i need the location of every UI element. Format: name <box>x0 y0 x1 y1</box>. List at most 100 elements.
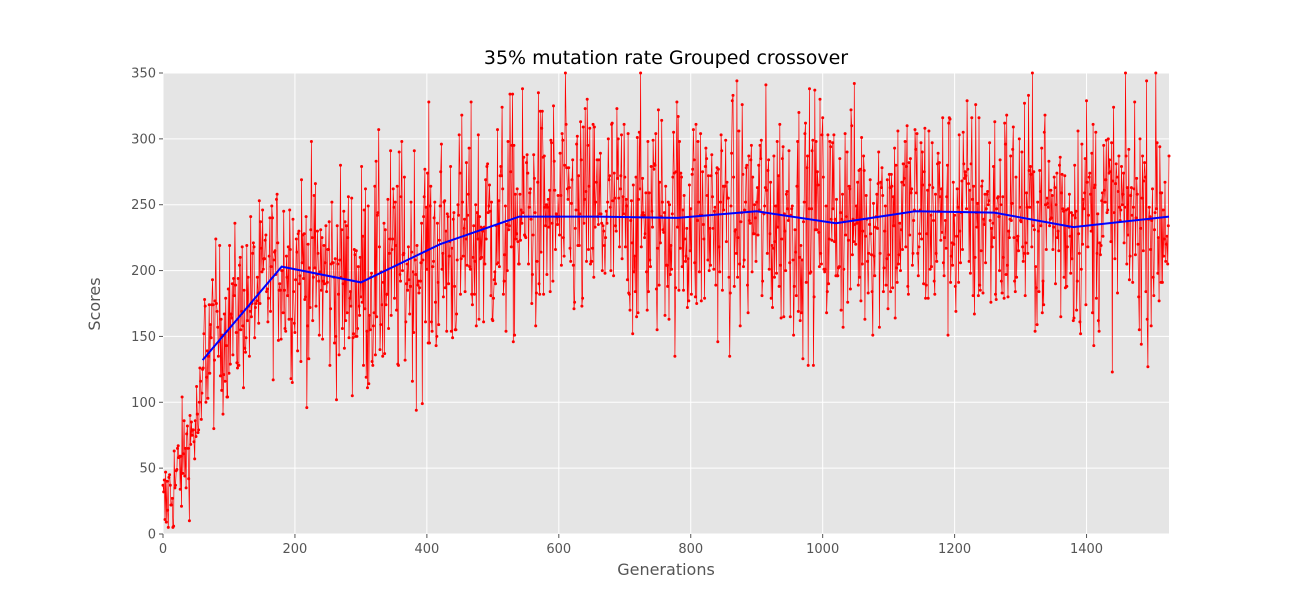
score-point <box>371 324 375 328</box>
score-point <box>1056 236 1059 240</box>
score-point <box>645 270 648 274</box>
score-point <box>873 274 877 278</box>
score-point <box>916 274 920 278</box>
score-point <box>859 299 863 303</box>
score-point <box>359 295 363 299</box>
score-point <box>1021 259 1025 263</box>
score-point <box>273 249 277 253</box>
score-point <box>726 196 730 200</box>
score-point <box>761 279 765 283</box>
score-point <box>344 224 348 228</box>
score-point <box>276 338 280 342</box>
score-point <box>858 275 862 279</box>
score-point <box>280 269 284 273</box>
score-point <box>309 228 313 232</box>
score-point <box>1120 203 1124 207</box>
score-point <box>402 175 406 179</box>
score-point <box>179 454 183 458</box>
score-point <box>1165 234 1169 238</box>
score-point <box>194 435 198 438</box>
score-point <box>162 478 166 482</box>
score-point <box>848 187 852 191</box>
score-point <box>666 200 670 204</box>
score-point <box>400 140 404 143</box>
score-point <box>944 246 948 250</box>
score-point <box>491 319 495 323</box>
score-point <box>397 150 401 154</box>
score-point <box>973 255 977 259</box>
score-point <box>1092 344 1096 348</box>
score-point <box>546 205 550 209</box>
score-point <box>238 263 241 267</box>
score-point <box>1077 232 1081 236</box>
score-point <box>629 219 633 222</box>
score-point <box>773 275 776 279</box>
score-point <box>398 273 402 276</box>
score-point <box>997 215 1001 219</box>
score-point <box>778 122 782 126</box>
score-point <box>705 157 709 161</box>
score-point <box>765 188 769 192</box>
score-point <box>420 402 424 406</box>
score-point <box>199 379 203 383</box>
score-point <box>817 265 821 269</box>
score-point <box>714 283 718 287</box>
score-point <box>763 186 767 190</box>
score-point <box>484 237 488 241</box>
score-point <box>892 224 896 228</box>
score-point <box>199 417 203 421</box>
score-point <box>1040 311 1044 315</box>
score-point <box>626 132 630 136</box>
score-point <box>713 209 716 213</box>
score-point <box>804 280 808 284</box>
score-point <box>1072 316 1076 320</box>
score-point <box>992 236 996 240</box>
score-point <box>342 346 346 350</box>
score-point <box>814 140 818 143</box>
score-point <box>856 180 860 184</box>
score-point <box>174 483 177 487</box>
score-point <box>393 296 396 300</box>
score-point <box>230 282 234 286</box>
score-point <box>1141 154 1145 158</box>
score-point <box>259 246 263 250</box>
score-point <box>189 442 193 446</box>
plot-area <box>163 73 1169 534</box>
score-point <box>425 267 429 271</box>
score-point <box>893 146 897 150</box>
score-point <box>574 208 578 212</box>
score-point <box>422 215 426 219</box>
score-point <box>982 217 986 221</box>
score-point <box>370 360 374 363</box>
score-point <box>811 363 815 367</box>
score-point <box>297 229 301 233</box>
score-point <box>269 309 272 313</box>
score-point <box>488 209 492 213</box>
score-point <box>738 262 742 266</box>
score-point <box>357 304 361 308</box>
score-point <box>821 116 825 120</box>
score-point <box>753 203 757 207</box>
score-point <box>353 253 357 257</box>
score-point <box>1021 245 1025 249</box>
score-point <box>173 486 177 490</box>
score-point <box>424 205 428 209</box>
score-point <box>771 306 774 309</box>
score-point <box>637 197 641 201</box>
score-point <box>460 113 464 117</box>
score-point <box>391 237 395 241</box>
score-point <box>594 200 598 204</box>
score-point <box>304 215 308 219</box>
score-point <box>306 242 310 246</box>
score-point <box>951 180 955 184</box>
score-point <box>777 174 780 178</box>
score-point <box>919 141 923 145</box>
score-point <box>639 245 643 249</box>
score-point <box>622 212 625 216</box>
score-point <box>416 283 420 287</box>
score-point <box>747 219 751 222</box>
score-point <box>766 169 770 172</box>
score-point <box>485 165 489 168</box>
score-point <box>630 241 634 245</box>
score-point <box>545 273 549 276</box>
